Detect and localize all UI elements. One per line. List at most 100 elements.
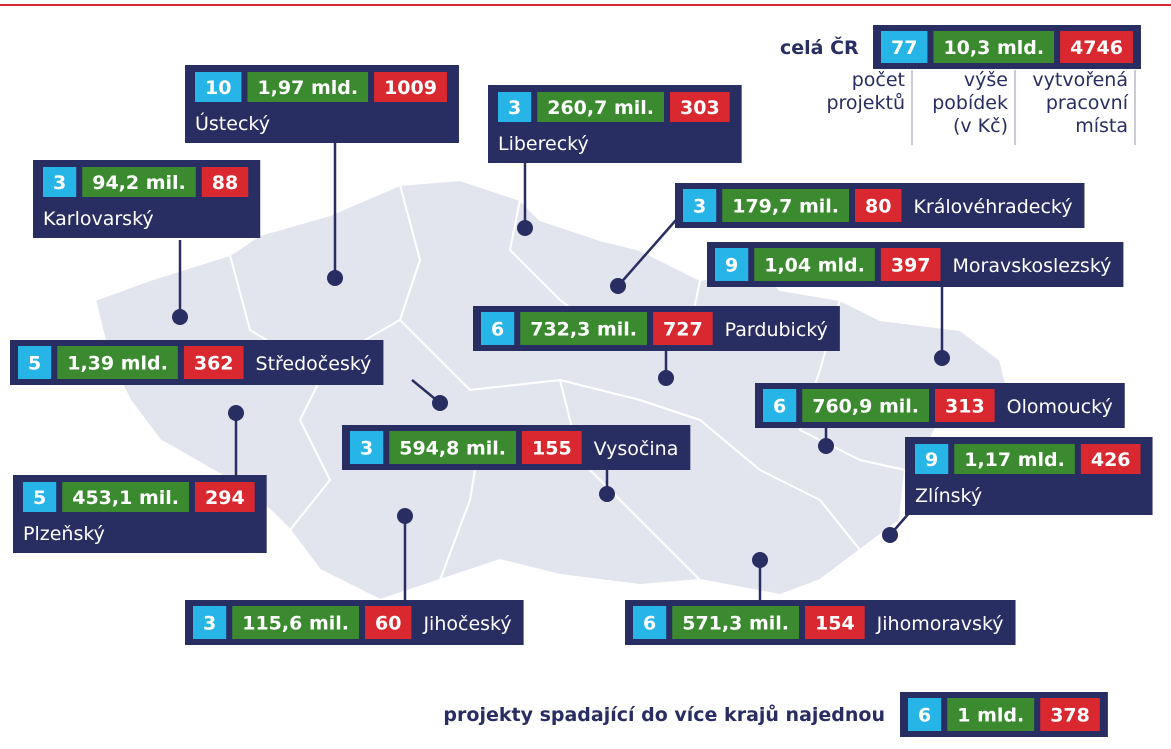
value-cell [935,389,995,422]
legend-text: (v Kč) [953,115,1008,137]
value-cell [933,31,1055,63]
region-name: Ústecký [195,111,270,135]
value-cell [193,606,227,639]
value-cell [715,248,749,281]
value-cell [1040,698,1100,731]
region-name: Jihočeský [422,613,511,635]
value-text: 77 [891,37,917,59]
value-cell [520,312,647,345]
region-name: Liberecký [498,133,589,155]
value-text: 179,7 mil. [732,196,839,218]
value-cell [855,189,902,222]
region-name: Zlínský [915,485,982,507]
value-text: 10,3 mld. [943,37,1044,59]
value-cell [350,431,384,464]
value-cell [389,431,516,464]
value-text: 1,39 mld. [67,353,168,375]
total-label: celá ČR [780,35,859,59]
region-dot [517,220,533,236]
value-cell [481,312,515,345]
value-text: 88 [212,172,238,194]
value-text: 9 [725,255,738,277]
value-cell [954,444,1075,474]
value-text: 4746 [1070,37,1123,59]
region-name: Moravskoslezský [953,255,1112,277]
value-cell [802,389,929,422]
value-text: 154 [815,613,855,635]
value-cell [763,389,797,422]
value-cell [653,312,713,345]
value-text: 9 [925,449,938,471]
region-name: Plzeňský [23,523,105,545]
value-text: 3 [693,196,706,218]
value-cell [23,482,57,512]
value-text: 80 [865,196,891,218]
value-cell [908,698,942,731]
region-dot [658,370,674,386]
value-cell [195,72,242,102]
value-text: 294 [205,487,245,509]
value-text: 260,7 mil. [547,97,654,119]
value-text: 727 [663,319,703,341]
value-cell [537,92,664,122]
value-cell [683,189,717,222]
value-cell [201,167,249,197]
region-name: Vysočina [594,438,679,460]
value-text: 115,6 mil. [242,613,349,635]
region-dot [818,438,834,454]
value-cell [670,92,730,122]
value-text: 397 [891,255,931,277]
region-dot [432,395,448,411]
value-cell [722,189,849,222]
value-cell [365,606,412,639]
value-text: 594,8 mil. [399,438,506,460]
value-cell [1080,444,1141,474]
value-cell [672,606,799,639]
value-text: 1,17 mld. [964,449,1065,471]
region-name: Karlovarský [43,208,154,230]
region-name: Jihomoravský [876,613,1004,635]
legend-text: vytvořená [1032,69,1128,91]
legend-text: počet [852,69,905,91]
value-text: 378 [1050,705,1090,727]
value-text: 3 [508,97,521,119]
region-dot [599,486,615,502]
leader-line [617,219,677,287]
value-cell [522,431,582,464]
value-cell [633,606,667,639]
region-name: Královéhradecký [913,196,1072,218]
value-text: 571,3 mil. [682,613,789,635]
footer-label: projekty spadající do více krajů najedno… [443,703,885,726]
region-dot [327,270,343,286]
value-cell [18,346,52,379]
value-text: 6 [918,705,931,727]
value-text: 6 [491,319,504,341]
value-cell [1060,31,1133,63]
value-text: 1 mld. [957,705,1024,727]
legend-text: projektů [826,92,905,114]
value-text: 5 [33,487,46,509]
legend-text: pobídek [932,92,1008,114]
value-cell [947,698,1035,731]
value-text: 60 [375,613,401,635]
value-text: 760,9 mil. [812,396,919,418]
value-text: 313 [945,396,985,418]
region-dot [882,527,898,543]
value-text: 3 [203,613,216,635]
region-name: Olomoucký [1007,396,1113,418]
value-cell [62,482,189,512]
value-text: 1,04 mld. [764,255,865,277]
value-text: 426 [1091,449,1131,471]
value-text: 5 [28,353,41,375]
value-text: 303 [680,97,720,119]
value-text: 3 [53,172,66,194]
legend-text: místa [1075,115,1128,137]
legend-text: pracovní [1046,92,1129,114]
value-text: 155 [532,438,572,460]
value-cell [498,92,532,122]
value-text: 362 [194,353,234,375]
region-name: Středočeský [256,353,372,375]
value-text: 94,2 mil. [92,172,186,194]
value-cell [195,482,255,512]
